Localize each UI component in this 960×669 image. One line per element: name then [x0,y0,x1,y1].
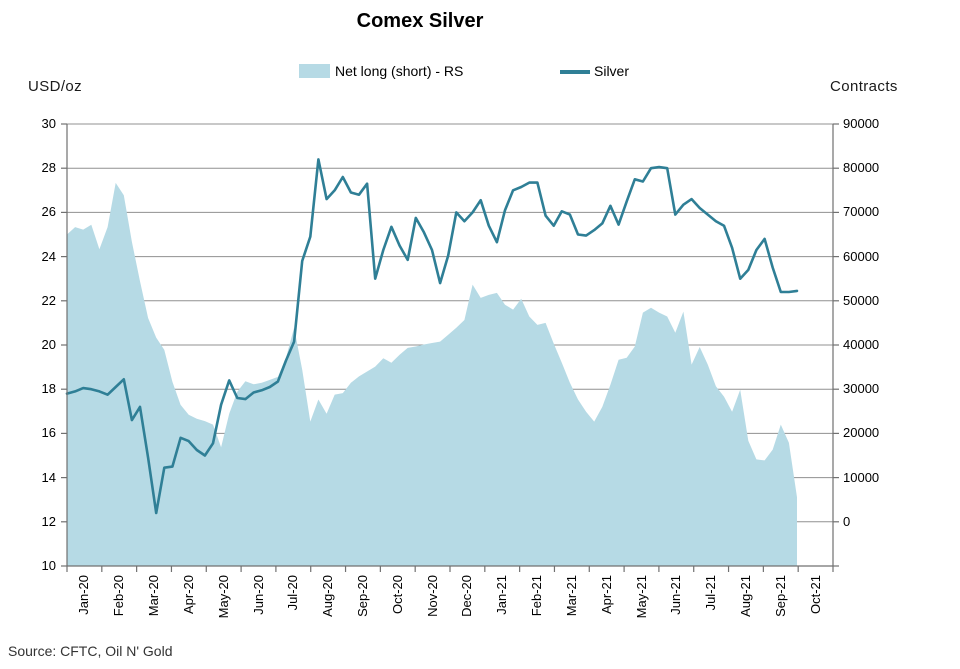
left-axis-tick: 20 [41,337,56,352]
x-axis-tick: Sep-21 [772,575,788,617]
chart-title: Comex Silver [356,10,484,32]
x-axis-tick: Jun-20 [250,575,266,615]
x-axis-tick: Jan-20 [76,575,92,615]
x-axis-tick: Jul-21 [703,575,719,611]
right-axis-tick: 60000 [843,248,880,264]
right-axis-tick: 70000 [843,204,880,220]
left-axis-tick: 28 [41,160,56,176]
right-axis-tick: 80000 [843,160,880,176]
right-axis-tick: 90000 [843,116,880,131]
legend-line-label: Silver [594,63,630,79]
right-axis-tick: 10000 [843,469,880,485]
legend-area-swatch [299,64,330,78]
x-axis-tick: Oct-20 [389,575,405,615]
x-axis-tick: Mar-20 [146,575,162,617]
x-axis-tick: Aug-20 [320,575,336,617]
right-axis-tick: 50000 [843,292,880,308]
x-axis-tick: Jan-21 [494,575,510,615]
left-axis-tick: 22 [41,292,56,308]
x-axis-tick: Aug-21 [737,575,753,617]
left-axis-tick: 26 [41,204,56,220]
x-axis-tick: Dec-20 [459,575,475,617]
netlong-area [67,182,797,566]
left-axis-tick: 14 [41,469,56,485]
right-axis-tick: 20000 [843,425,880,441]
x-axis-tick: May-20 [215,575,231,619]
x-axis-tick: Jul-20 [285,575,301,611]
left-axis-tick: 30 [41,116,56,131]
x-axis-tick: Sep-20 [354,575,370,617]
left-axis-tick: 16 [41,425,56,441]
x-axis-tick: Apr-21 [598,575,614,615]
x-axis-tick: Mar-21 [563,575,579,617]
x-axis-tick: Jun-21 [668,575,684,615]
silver-line [65,158,799,515]
source-note: Source: CFTC, Oil N' Gold [8,643,173,659]
left-axis-tick: 12 [41,513,56,529]
left-axis-tick: 18 [41,381,56,397]
legend-area-label: Net long (short) - RS [335,63,464,79]
x-axis-tick: Nov-20 [424,575,440,617]
right-axis-tick: 30000 [843,381,880,397]
x-axis-tick: Feb-20 [111,575,127,617]
right-axis-tick: 40000 [843,337,880,352]
right-axis-tick: 0 [843,513,851,529]
left-axis-title: USD/oz [28,78,83,95]
left-axis-tick: 24 [41,248,56,264]
x-axis-tick: Apr-20 [180,575,196,615]
left-axis-tick: 10 [41,558,56,573]
x-axis-tick: Feb-21 [529,575,545,617]
x-axis-tick: May-21 [633,575,649,619]
x-axis-tick: Oct-21 [807,575,823,615]
legend-line-swatch [560,70,590,74]
right-axis-title: Contracts [830,78,898,95]
